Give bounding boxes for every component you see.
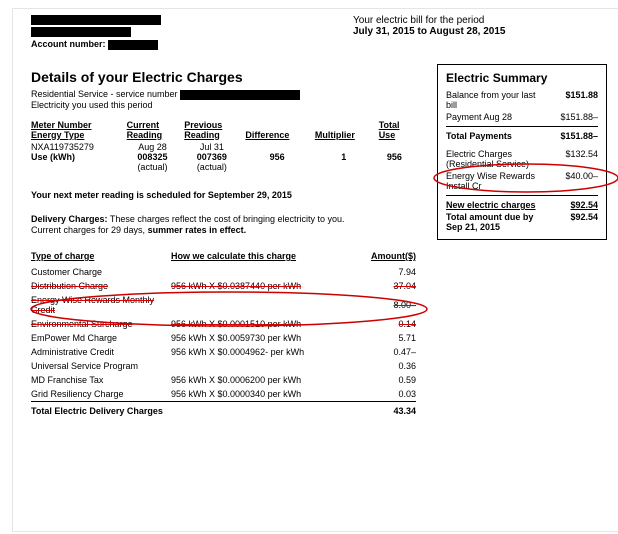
current-col-header: Current Reading <box>127 120 185 142</box>
charge-row: Distribution Charge956 kWh X $0.0387440 … <box>31 279 416 293</box>
electric-summary-box: Electric Summary Balance from your last … <box>437 64 607 240</box>
meter-col-header: Meter Number Energy Type <box>31 120 127 142</box>
meter-row: NXA119735279 Use (kWh) Aug 28 008325 (ac… <box>31 142 416 172</box>
charge-row: Universal Service Program0.36 <box>31 359 416 373</box>
redacted-name-2 <box>31 27 131 37</box>
multiplier-col-header: Multiplier <box>315 120 379 142</box>
details-title: Details of your Electric Charges <box>31 69 416 85</box>
charge-row: Administrative Credit956 kWh X $0.000496… <box>31 345 416 359</box>
billing-period: Your electric bill for the period July 3… <box>353 15 505 37</box>
usage-line: Electricity you used this period <box>31 100 416 110</box>
total-col-header: Total Use <box>379 120 416 142</box>
difference-col-header: Difference <box>245 120 314 142</box>
period-range: July 31, 2015 to August 28, 2015 <box>353 26 505 37</box>
delivery-description: Delivery Charges: These charges reflect … <box>31 214 416 237</box>
account-label: Account number: <box>31 39 106 49</box>
charge-row: MD Franchise Tax956 kWh X $0.0006200 per… <box>31 373 416 387</box>
redacted-service-number <box>180 90 300 100</box>
summary-row: Payment Aug 28$151.88– <box>446 111 598 123</box>
redacted-name-1 <box>31 15 161 25</box>
charge-row: Environmental Surcharge956 kWh X $0.0001… <box>31 317 416 331</box>
summary-row: Balance from your last bill$151.88 <box>446 89 598 111</box>
meter-table: Meter Number Energy Type Current Reading… <box>31 120 416 172</box>
previous-col-header: Previous Reading <box>184 120 245 142</box>
charge-amount-header: Amount($) <box>354 251 416 265</box>
charge-type-header: Type of charge <box>31 251 171 265</box>
charge-row: Energy Wise Rewards Monthly Credit8.00– <box>31 293 416 317</box>
account-number-row: Account number: <box>31 39 158 50</box>
charge-row: Grid Resiliency Charge956 kWh X $0.00003… <box>31 387 416 402</box>
charge-row: Customer Charge7.94 <box>31 265 416 279</box>
amount-due-row: Total amount due by Sep 21, 2015 $92.54 <box>446 211 598 233</box>
period-intro: Your electric bill for the period <box>353 15 505 26</box>
next-reading: Your next meter reading is scheduled for… <box>31 190 416 200</box>
new-charges-row: New electric charges $92.54 <box>446 199 598 211</box>
total-payments-row: Total Payments $151.88– <box>446 130 598 142</box>
summary-row: Energy Wise Rewards Install Cr$40.00– <box>446 170 598 192</box>
summary-title: Electric Summary <box>446 71 598 85</box>
summary-row: Electric Charges (Residential Service)$1… <box>446 148 598 170</box>
charges-table: Type of charge How we calculate this cha… <box>31 251 416 418</box>
charge-calc-header: How we calculate this charge <box>171 251 354 265</box>
total-delivery-row: Total Electric Delivery Charges 43.34 <box>31 402 416 419</box>
charge-row: EmPower Md Charge956 kWh X $0.0059730 pe… <box>31 331 416 345</box>
redacted-account-number <box>108 40 158 50</box>
service-line: Residential Service - service number <box>31 89 416 100</box>
details-section: Details of your Electric Charges Residen… <box>31 69 416 418</box>
